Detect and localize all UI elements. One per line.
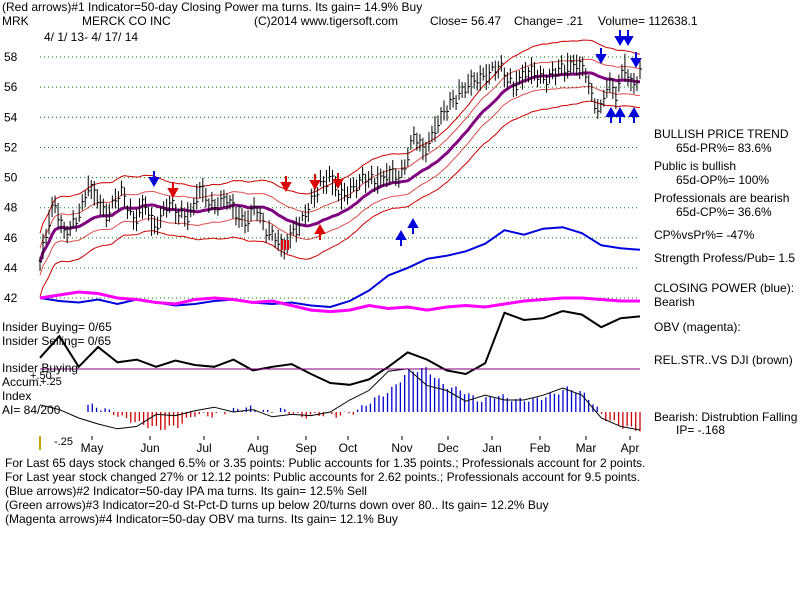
buy-arrow bbox=[614, 106, 626, 123]
relstr-label: REL.STR..VS DJI (brown) bbox=[654, 353, 793, 367]
cp-value: 65d-CP%= 36.6% bbox=[676, 205, 772, 219]
sell-arrow bbox=[280, 176, 292, 193]
sell-arrow bbox=[614, 30, 626, 47]
sell-arrow bbox=[148, 171, 160, 188]
obv-label: OBV (magenta): bbox=[654, 320, 741, 334]
ticker-symbol: MRK bbox=[2, 14, 29, 28]
x-tick-label: Nov bbox=[391, 441, 412, 455]
y-tick-label: 56 bbox=[4, 80, 18, 94]
y-axis-ticks: 44 46 48 50 52 54 56 58 42 bbox=[4, 50, 18, 305]
obv-line bbox=[39, 290, 640, 314]
lower-band bbox=[39, 100, 641, 297]
x-tick-label: Apr bbox=[621, 441, 640, 455]
copyright-text: (C)2014 www.tigersoft.com bbox=[254, 14, 399, 28]
date-range: 4/ 1/ 13- 4/ 17/ 14 bbox=[44, 30, 139, 44]
price-grid bbox=[40, 56, 640, 299]
insider-buying: Insider Buying= 0/65 bbox=[2, 320, 112, 334]
x-tick-label: Dec bbox=[437, 441, 458, 455]
moving-average bbox=[38, 71, 641, 263]
accum-tick-minus25: -.25 bbox=[54, 436, 73, 448]
volume-value: Volume= 112638.1 bbox=[598, 14, 698, 28]
buy-arrow bbox=[314, 223, 326, 240]
pr-value: 65d-PR%= 83.6% bbox=[676, 141, 772, 155]
y-tick-label: 42 bbox=[4, 291, 18, 305]
close-value: Close= 56.47 bbox=[430, 14, 502, 28]
y-tick-label: 48 bbox=[4, 201, 18, 215]
sell-arrow bbox=[309, 174, 321, 191]
accum-index-bars bbox=[39, 367, 641, 432]
y-tick-label: 46 bbox=[4, 231, 18, 245]
closing-power-line bbox=[39, 226, 641, 309]
footer-magenta-arrows: (Magenta arrows)#4 Indicator=50-day OBV … bbox=[5, 512, 398, 526]
y-tick-label: 50 bbox=[4, 171, 18, 185]
y-tick-label: 52 bbox=[4, 140, 18, 154]
signal-arrows bbox=[148, 30, 642, 250]
accum-label-index: Index bbox=[2, 389, 32, 403]
y-tick-label: 58 bbox=[4, 50, 18, 64]
distribution-label: Bearish: Distrubtion Falling bbox=[654, 410, 798, 424]
indicator-lines bbox=[39, 226, 641, 386]
sell-arrow bbox=[595, 48, 607, 65]
accum-tick-plus50: +.50 bbox=[30, 370, 52, 382]
accum-label-accum: Accum. bbox=[2, 375, 43, 389]
x-tick-label: May bbox=[81, 441, 104, 455]
footer-blue-arrows: (Blue arrows)#2 Indicator=50-day IPA ma … bbox=[5, 484, 367, 498]
x-axis-ticks: May Jun Jul Aug Sep Oct Nov Dec Jan Feb Mar Apr bbox=[81, 436, 640, 455]
sell-arrow bbox=[622, 30, 634, 47]
x-tick-label: Jun bbox=[140, 441, 159, 455]
cp-vs-pr: CP%vsPr%= -47% bbox=[654, 228, 755, 242]
buy-arrow bbox=[605, 106, 617, 123]
ip-value: IP= -.168 bbox=[676, 423, 726, 437]
op-value: 65d-OP%= 100% bbox=[676, 173, 770, 187]
insider-selling: Insider Selling= 0/65 bbox=[2, 334, 112, 348]
x-tick-label: Jul bbox=[196, 441, 211, 455]
y-tick-label: 54 bbox=[4, 110, 18, 124]
x-tick-label: Aug bbox=[247, 441, 268, 455]
bullish-trend-title: BULLISH PRICE TREND bbox=[654, 127, 789, 141]
footer-65day: For Last 65 days stock changed 6.5% or 3… bbox=[5, 456, 646, 470]
sell-arrow bbox=[630, 52, 642, 69]
closing-power-label: CLOSING POWER (blue): bbox=[654, 281, 795, 295]
change-value: Change= .21 bbox=[514, 14, 584, 28]
buy-arrow bbox=[395, 229, 407, 246]
x-tick-label: Sep bbox=[295, 441, 317, 455]
inner-lower-band bbox=[39, 85, 641, 276]
price-bars bbox=[39, 52, 642, 272]
accum-tick-plus25: +.25 bbox=[40, 376, 62, 388]
y-tick-label: 44 bbox=[4, 261, 18, 275]
accum-label-insider: Insider Buying bbox=[2, 361, 79, 375]
sell-arrow bbox=[167, 182, 179, 199]
buy-arrow bbox=[628, 106, 640, 123]
x-tick-label: Oct bbox=[339, 441, 358, 455]
accum-ai-value: AI= 84/200 bbox=[2, 403, 61, 417]
x-tick-label: Feb bbox=[530, 441, 551, 455]
x-tick-label: Jan bbox=[482, 441, 501, 455]
pros-title: Professionals are bearish bbox=[654, 191, 790, 205]
buy-arrow bbox=[407, 217, 419, 234]
rel-strength-line bbox=[39, 309, 641, 386]
closing-power-state: Bearish bbox=[654, 295, 695, 309]
strength-ratio: Strength Profess/Pub= 1.5 bbox=[654, 251, 796, 265]
inner-upper-band bbox=[39, 58, 641, 249]
accum-ma-line bbox=[39, 368, 641, 431]
company-name: MERCK CO INC bbox=[82, 14, 171, 28]
sell-arrow bbox=[332, 173, 344, 190]
footer-green-arrows: (Green arrows)#3 Indicator=20-d St-Pct-D… bbox=[5, 498, 549, 512]
public-title: Public is bullish bbox=[654, 159, 737, 173]
x-tick-label: Mar bbox=[576, 441, 597, 455]
footer-year: For Last year stock changed 27% or 12.12… bbox=[5, 470, 641, 484]
header-indicator-1: (Red arrows)#1 Indicator=50-day Closing … bbox=[2, 0, 423, 14]
